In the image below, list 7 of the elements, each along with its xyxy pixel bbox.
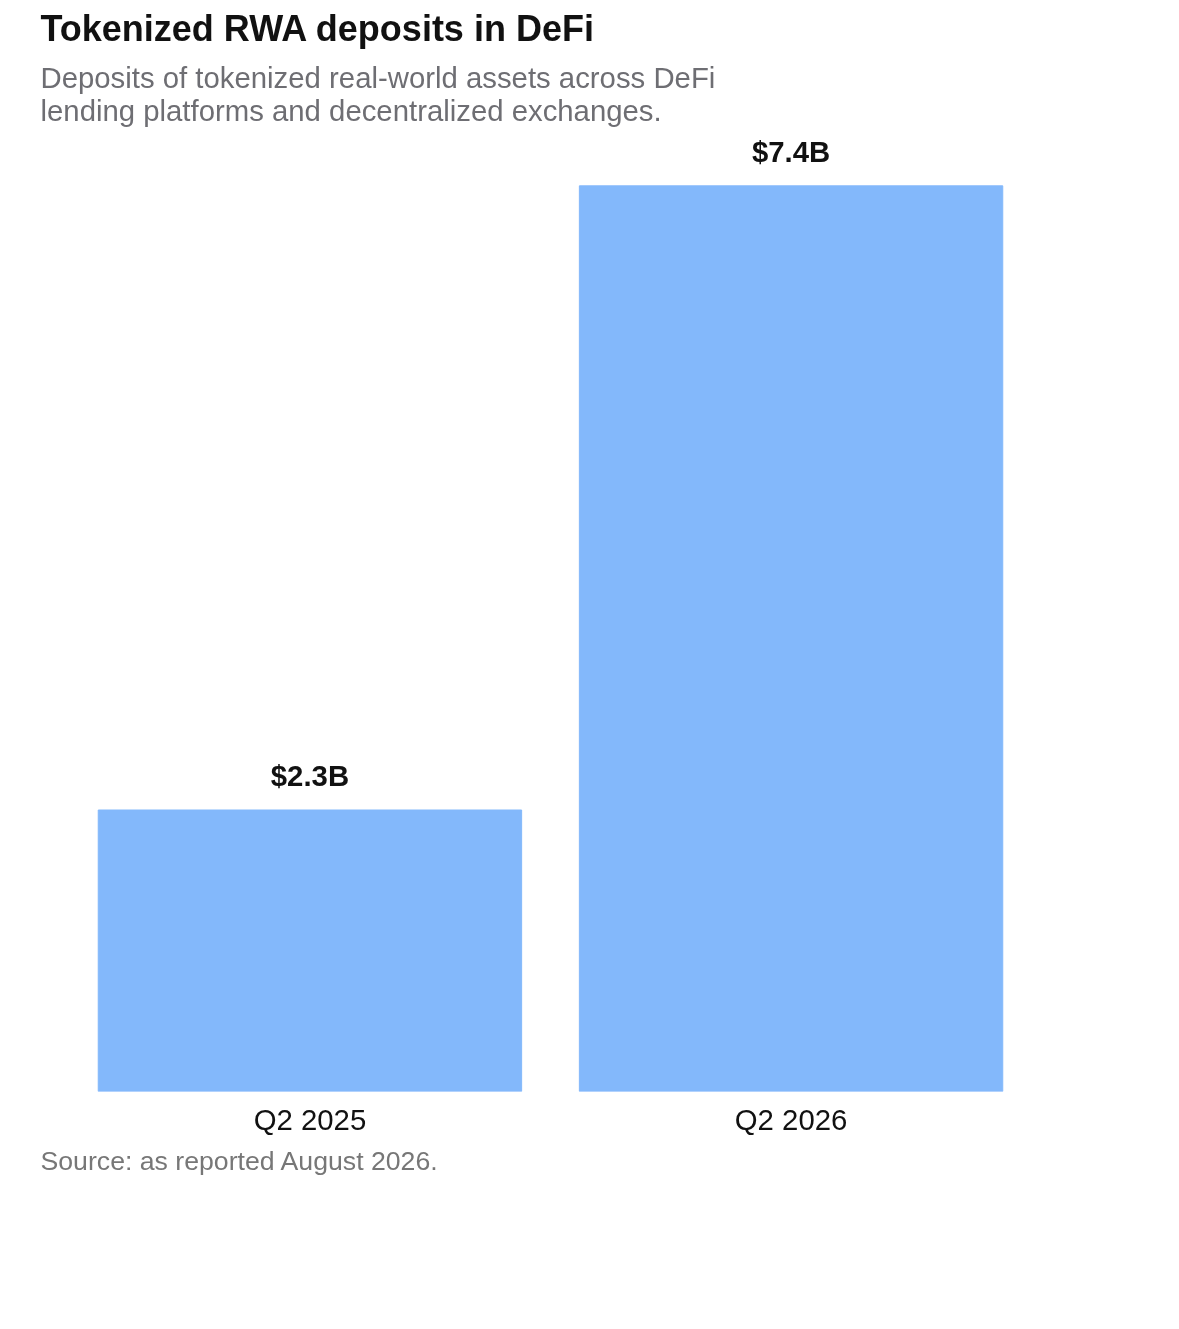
- chart-subtitle: Deposits of tokenized real-world assets across DeFi lending platforms and decentralized exchanges.: [40, 60, 716, 127]
- source-note: Source: as reported August 2026.: [40, 1145, 438, 1176]
- x-tick-label: Q2 2026: [734, 1102, 848, 1136]
- x-tick-label: Q2 2025: [253, 1102, 367, 1136]
- data-label: $2.3B: [270, 759, 350, 793]
- chart-title: Tokenized RWA deposits in DeFi: [40, 7, 594, 49]
- data-label: $7.4B: [751, 134, 831, 168]
